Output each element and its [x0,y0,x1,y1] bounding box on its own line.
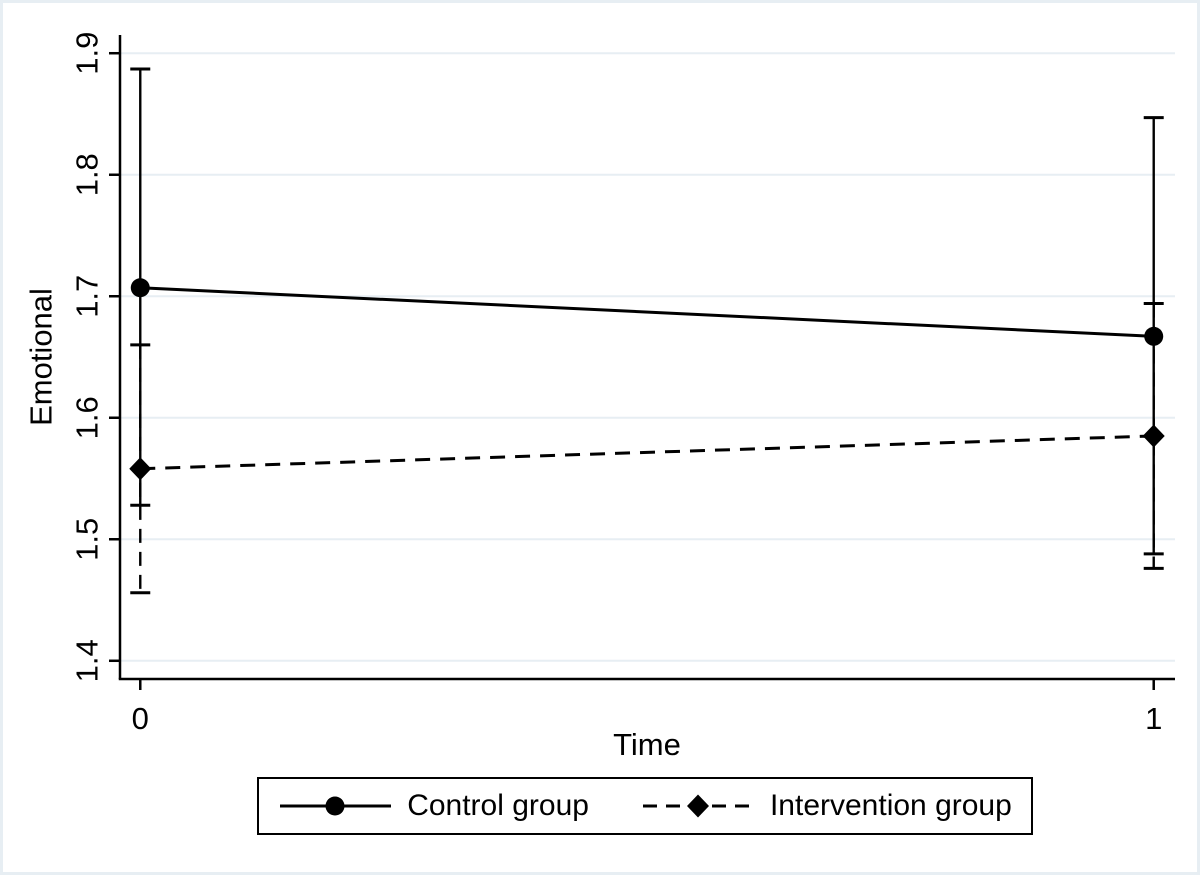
legend-sample-intervention-dashed-line-diamond-icon [642,794,754,818]
legend-sample-control-solid-line-circle-icon [280,796,392,816]
series-lines [140,286,1154,471]
legend-item-control: Control group [278,789,589,823]
legend: Control group Intervention group [257,777,1033,835]
y-tick-label-1.6: 1.6 [70,396,105,439]
gridlines [120,52,1175,662]
y-tick-label-1.8: 1.8 [70,153,105,196]
y-tick-label-1.9: 1.9 [70,32,105,75]
legend-label-intervention: Intervention group [769,789,1012,822]
data-point-control-t1 [1144,326,1164,346]
x-axis-title: Time [613,727,681,762]
chart-svg: 1.4 1.5 1.6 1.7 1.8 1.9 0 1 Emotional Time [24,32,1175,762]
series-line-control [140,286,1154,338]
x-tick-label-1: 1 [1145,701,1162,736]
series-line-intervention [140,434,1154,471]
legend-item-intervention: Intervention group [641,789,1012,823]
data-point-intervention-t0 [129,457,152,481]
y-tick-label-1.5: 1.5 [70,518,105,561]
y-axis-title: Emotional [24,288,59,426]
axes [109,35,1175,690]
data-point-control-t0 [130,278,150,298]
data-point-intervention-t1 [1142,424,1165,448]
legend-label-control: Control group [407,789,589,822]
tick-labels: 1.4 1.5 1.6 1.7 1.8 1.9 0 1 [70,32,1163,736]
markers [129,278,1165,481]
y-tick-label-1.4: 1.4 [70,639,105,682]
x-tick-label-0: 0 [132,701,149,736]
y-tick-label-1.7: 1.7 [70,275,105,318]
